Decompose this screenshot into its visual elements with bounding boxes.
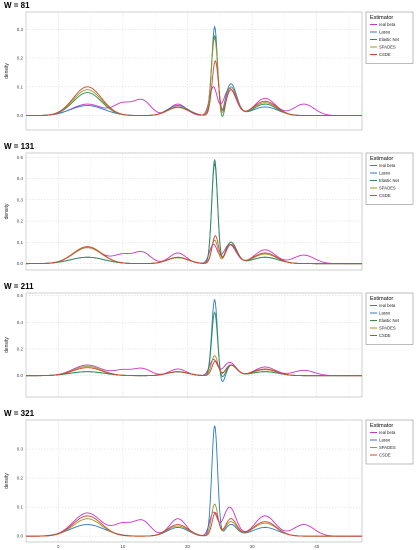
panel-title: W = 211 <box>4 282 34 291</box>
legend-entry: CSDE <box>379 333 391 338</box>
x-tick-label: 0 <box>57 544 60 549</box>
y-tick-label: 0.1 <box>17 240 24 245</box>
y-tick-label: 0.3 <box>17 197 24 202</box>
y-tick-label: 0.3 <box>17 447 24 452</box>
y-tick-label: 0.0 <box>17 373 24 378</box>
y-tick-label: 0.0 <box>17 534 24 539</box>
series-line-real-beta <box>25 86 362 117</box>
panel-2: W = 131 0.0 0.1 0.2 0.3 0.4 0.5 density Estimato… <box>4 142 414 271</box>
series-line-csde <box>26 360 362 377</box>
legend-title: Estimator <box>370 156 393 162</box>
y-tick-label: 0.6 <box>17 293 24 298</box>
panel-title: W = 81 <box>4 1 30 10</box>
legend-entry: SPADES <box>379 445 396 450</box>
legend-title: Estimator <box>370 15 393 21</box>
legend-entry: real beta <box>379 163 396 168</box>
y-tick-label: 0.2 <box>17 347 24 352</box>
series-line-csde <box>26 60 362 117</box>
legend-entry: Lasso <box>379 311 391 316</box>
y-axis-label: density <box>4 473 10 489</box>
y-axis-label: density <box>4 203 10 219</box>
legend-entry: SPADES <box>379 326 396 331</box>
y-tick-label: 0.2 <box>17 56 24 61</box>
x-tick-label: 40 <box>314 544 320 549</box>
y-tick-label: 0.3 <box>17 27 24 32</box>
plot-area <box>25 292 363 398</box>
plot-area <box>25 152 363 271</box>
legend-entry: CSDE <box>379 52 391 57</box>
legend-entry: Lasso <box>379 30 391 35</box>
y-axis-label: density <box>4 337 10 353</box>
panel-4: W = 321 0 10 20 30 40 0.0 0.1 0.2 0.3 density Estim… <box>4 409 414 549</box>
legend-box <box>365 419 414 465</box>
legend-entry: real beta <box>379 303 396 308</box>
legend-entry: Elastic Net <box>379 318 400 323</box>
legend-entry: CSDE <box>379 193 391 198</box>
x-tick-label: 20 <box>185 544 191 549</box>
y-tick-label: 0.5 <box>17 155 24 160</box>
y-tick-label: 0.0 <box>17 113 24 118</box>
y-tick-label: 0.2 <box>17 476 24 481</box>
y-tick-label: 0.4 <box>17 176 24 181</box>
series-line-csde <box>26 512 362 537</box>
y-tick-label: 0.0 <box>17 261 24 266</box>
panel-title: W = 131 <box>4 142 35 151</box>
panel-title: W = 321 <box>4 409 35 418</box>
y-tick-label: 0.1 <box>17 505 24 510</box>
legend-entry: SPADES <box>379 45 396 50</box>
legend-entry: Lasso <box>379 438 391 443</box>
legend-entry: Lasso <box>379 171 391 176</box>
legend-entry: CSDE <box>379 453 391 458</box>
legend-entry: SPADES <box>379 186 396 191</box>
legend-entry: Elastic Net <box>379 178 400 183</box>
legend-entry: real beta <box>379 430 396 435</box>
legend-title: Estimator <box>370 423 393 429</box>
legend-entry: Elastic Net <box>379 37 400 42</box>
panel-3: W = 211 0.0 0.2 0.4 0.6 density Estimatorreal … <box>4 282 414 398</box>
y-tick-label: 0.1 <box>17 84 24 89</box>
x-tick-label: 10 <box>120 544 126 549</box>
y-tick-label: 0.2 <box>17 219 24 224</box>
series-line-csde <box>26 235 362 265</box>
legend-entry: real beta <box>379 22 396 27</box>
legend-title: Estimator <box>370 296 393 302</box>
x-tick-label: 30 <box>250 544 256 549</box>
plot-area <box>25 11 363 131</box>
y-tick-label: 0.4 <box>17 320 24 325</box>
y-axis-label: density <box>4 63 10 79</box>
